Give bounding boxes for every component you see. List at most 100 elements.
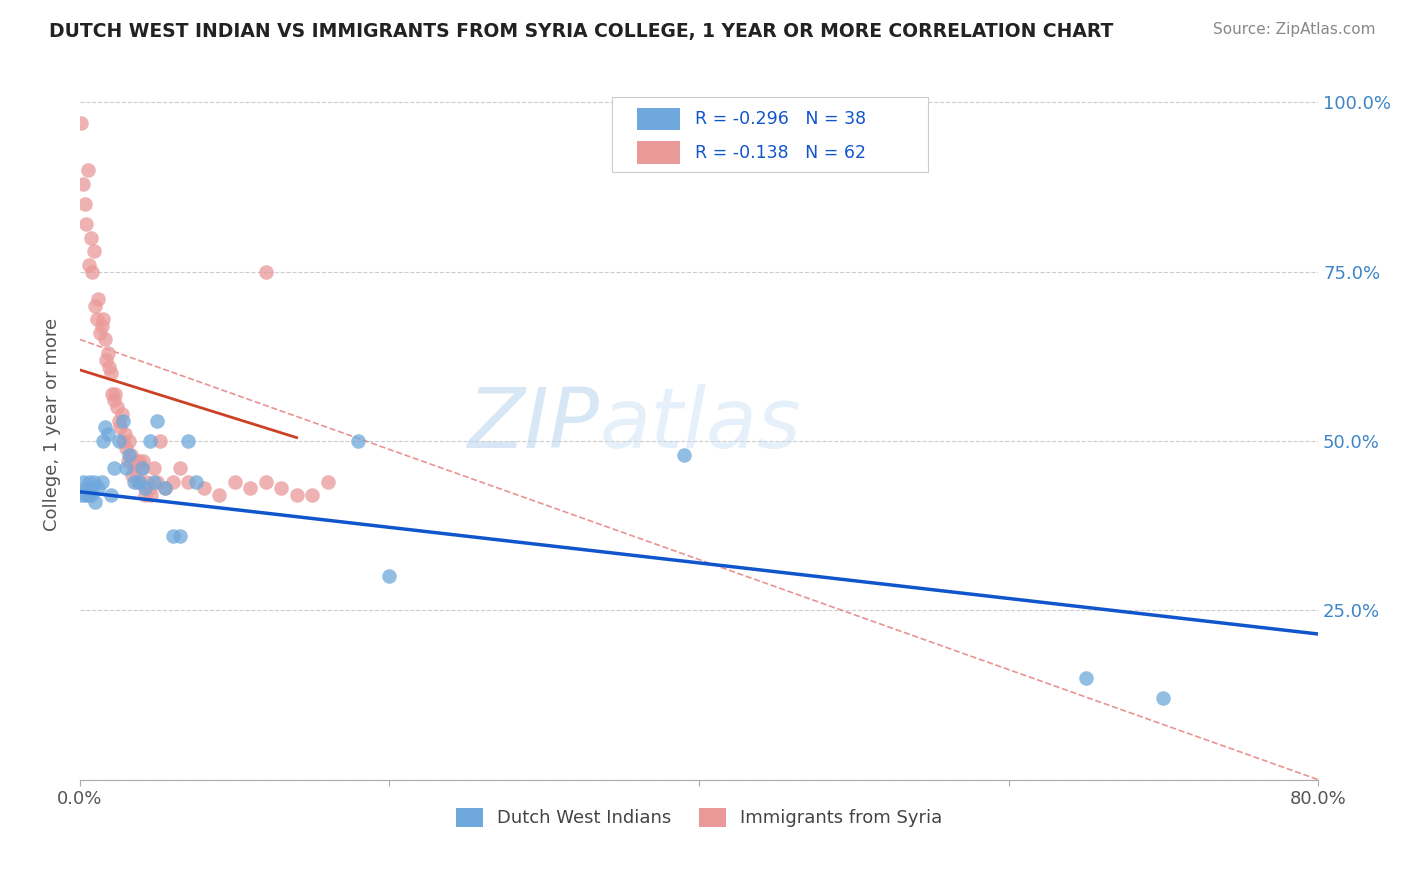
Point bbox=[97, 427, 120, 442]
Point bbox=[254, 265, 277, 279]
Point bbox=[118, 434, 141, 448]
Point bbox=[132, 454, 155, 468]
Point bbox=[129, 475, 152, 489]
Point bbox=[80, 488, 103, 502]
Point bbox=[124, 454, 146, 468]
Point bbox=[75, 482, 97, 496]
Point bbox=[90, 318, 112, 333]
Point bbox=[80, 231, 103, 245]
Point bbox=[193, 482, 215, 496]
Point bbox=[672, 448, 695, 462]
Bar bbox=[637, 108, 681, 130]
Point bbox=[224, 475, 246, 489]
Point bbox=[122, 461, 145, 475]
Point bbox=[70, 488, 93, 502]
Point bbox=[72, 177, 94, 191]
Point bbox=[254, 475, 277, 489]
Point bbox=[91, 312, 114, 326]
Point bbox=[138, 434, 160, 448]
Point bbox=[97, 346, 120, 360]
FancyBboxPatch shape bbox=[613, 97, 928, 171]
Point bbox=[146, 414, 169, 428]
Point bbox=[169, 529, 191, 543]
Point bbox=[169, 461, 191, 475]
Point bbox=[146, 475, 169, 489]
Point bbox=[73, 197, 96, 211]
Point bbox=[75, 217, 97, 231]
Point bbox=[177, 434, 200, 448]
Point bbox=[111, 407, 134, 421]
Point bbox=[120, 448, 142, 462]
Point bbox=[143, 461, 166, 475]
Point bbox=[1152, 691, 1174, 706]
Point bbox=[86, 312, 108, 326]
Legend: Dutch West Indians, Immigrants from Syria: Dutch West Indians, Immigrants from Syri… bbox=[449, 801, 949, 835]
Point bbox=[77, 475, 100, 489]
Point bbox=[135, 475, 157, 489]
Point bbox=[112, 434, 135, 448]
Point bbox=[134, 488, 156, 502]
Point bbox=[153, 482, 176, 496]
Point bbox=[128, 454, 150, 468]
Point bbox=[87, 292, 110, 306]
Text: R = -0.296   N = 38: R = -0.296 N = 38 bbox=[696, 110, 866, 128]
Point bbox=[184, 475, 207, 489]
Point bbox=[108, 420, 131, 434]
Point bbox=[1074, 671, 1097, 685]
Text: R = -0.138   N = 62: R = -0.138 N = 62 bbox=[696, 144, 866, 161]
Point bbox=[121, 467, 143, 482]
Point bbox=[115, 461, 138, 475]
Text: ZIP: ZIP bbox=[468, 384, 600, 465]
Point bbox=[301, 488, 323, 502]
Point bbox=[83, 475, 105, 489]
Point bbox=[285, 488, 308, 502]
Text: DUTCH WEST INDIAN VS IMMIGRANTS FROM SYRIA COLLEGE, 1 YEAR OR MORE CORRELATION C: DUTCH WEST INDIAN VS IMMIGRANTS FROM SYR… bbox=[49, 22, 1114, 41]
Point bbox=[82, 265, 104, 279]
Point bbox=[93, 420, 115, 434]
Point bbox=[115, 441, 138, 455]
Point bbox=[83, 244, 105, 259]
Text: atlas: atlas bbox=[600, 384, 801, 465]
Point bbox=[118, 448, 141, 462]
Point bbox=[122, 475, 145, 489]
Point bbox=[104, 386, 127, 401]
Point bbox=[91, 434, 114, 448]
Point bbox=[134, 482, 156, 496]
Point bbox=[112, 414, 135, 428]
Point bbox=[103, 461, 125, 475]
Point bbox=[76, 163, 98, 178]
Point bbox=[128, 475, 150, 489]
Point bbox=[105, 400, 128, 414]
Point bbox=[70, 116, 93, 130]
Point bbox=[77, 258, 100, 272]
Point bbox=[270, 482, 292, 496]
Point bbox=[239, 482, 262, 496]
Point bbox=[100, 366, 122, 380]
Point bbox=[143, 475, 166, 489]
Point bbox=[153, 482, 176, 496]
Y-axis label: College, 1 year or more: College, 1 year or more bbox=[44, 318, 60, 531]
Point bbox=[87, 482, 110, 496]
Point bbox=[117, 454, 139, 468]
Point bbox=[98, 359, 121, 374]
Point bbox=[177, 475, 200, 489]
Point bbox=[131, 461, 153, 475]
Point bbox=[127, 475, 149, 489]
Bar bbox=[637, 142, 681, 164]
Point bbox=[208, 488, 231, 502]
Point bbox=[82, 482, 104, 496]
Point bbox=[72, 475, 94, 489]
Point bbox=[93, 333, 115, 347]
Point bbox=[162, 475, 184, 489]
Point bbox=[378, 569, 401, 583]
Point bbox=[101, 386, 124, 401]
Point bbox=[107, 434, 129, 448]
Point bbox=[90, 475, 112, 489]
Point bbox=[316, 475, 339, 489]
Point bbox=[84, 299, 107, 313]
Point bbox=[89, 326, 111, 340]
Point bbox=[162, 529, 184, 543]
Point bbox=[73, 488, 96, 502]
Point bbox=[96, 352, 118, 367]
Point bbox=[107, 414, 129, 428]
